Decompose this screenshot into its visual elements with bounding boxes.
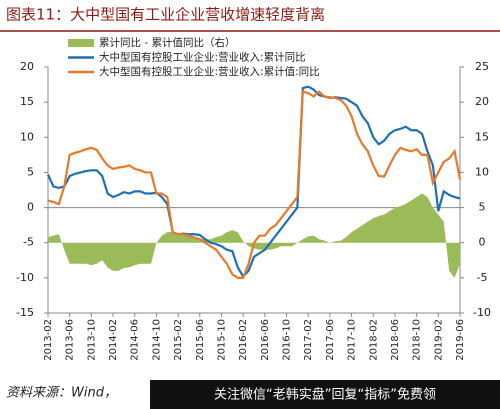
x-tick-label: 2013-10 xyxy=(86,319,97,361)
x-tick-label: 2018-10 xyxy=(412,319,423,361)
y-tick-label: 20 xyxy=(20,60,34,73)
y2-tick-label: -5 xyxy=(477,271,488,284)
x-tick-label: 2014-10 xyxy=(151,319,162,361)
y-tick-label: 0 xyxy=(27,201,34,214)
y-tick-label: -15 xyxy=(16,306,34,319)
y2-tick-label: 20 xyxy=(475,95,489,108)
legend-swatch xyxy=(68,39,94,47)
y2-tick-label: 5 xyxy=(479,201,486,214)
x-tick-label: 2013-06 xyxy=(65,319,76,361)
x-tick-label: 2014-02 xyxy=(108,319,119,361)
x-tick-label: 2019-06 xyxy=(455,319,466,361)
x-tick-label: 2018-02 xyxy=(368,319,379,361)
y2-tick-label: 0 xyxy=(479,236,486,249)
y-tick-label: 15 xyxy=(20,95,34,108)
x-tick-label: 2017-02 xyxy=(303,319,314,361)
x-tick-label: 2018-06 xyxy=(390,319,401,361)
chart-title: 图表11：大中型国有工业企业营收增速轻度背离 xyxy=(6,6,325,24)
x-tick-label: 2017-06 xyxy=(325,319,336,361)
y2-tick-label: 10 xyxy=(475,165,489,178)
y2-tick-label: 25 xyxy=(475,60,489,73)
line xyxy=(47,90,462,279)
banner-box xyxy=(150,380,500,409)
y-tick-label: 10 xyxy=(20,130,34,143)
y-tick-label: -5 xyxy=(23,236,34,249)
legend-label: 累计同比 - 累计值同比（右） xyxy=(99,36,235,49)
x-tick-label: 2015-06 xyxy=(195,319,206,361)
line xyxy=(46,85,461,279)
legend-label: 大中型国有控股工业企业:营业收入:累计值:同比 xyxy=(99,65,320,78)
x-tick-label: 2016-06 xyxy=(260,319,271,361)
banner-text: 关注微信“老韩实盘”回复“指标”免费领 xyxy=(214,387,436,403)
x-tick-label: 2019-02 xyxy=(433,319,444,361)
x-tick-label: 2013-02 xyxy=(43,319,54,361)
y-tick-label: 5 xyxy=(27,165,34,178)
x-tick-label: 2015-10 xyxy=(216,319,227,361)
y2-tick-label: 15 xyxy=(475,130,489,143)
legend-label: 大中型国有控股工业企业:营业收入:累计同比 xyxy=(99,51,306,64)
source: 资料来源：Wind， xyxy=(6,386,117,401)
x-tick-label: 2014-06 xyxy=(130,319,141,361)
x-tick-label: 2016-10 xyxy=(282,319,293,361)
x-tick-label: 2016-02 xyxy=(238,319,249,361)
x-tick-label: 2017-10 xyxy=(347,319,358,361)
y-tick-label: -10 xyxy=(16,271,34,284)
area xyxy=(48,193,460,278)
y2-tick-label: -10 xyxy=(473,306,491,319)
x-tick-label: 2015-02 xyxy=(173,319,184,361)
